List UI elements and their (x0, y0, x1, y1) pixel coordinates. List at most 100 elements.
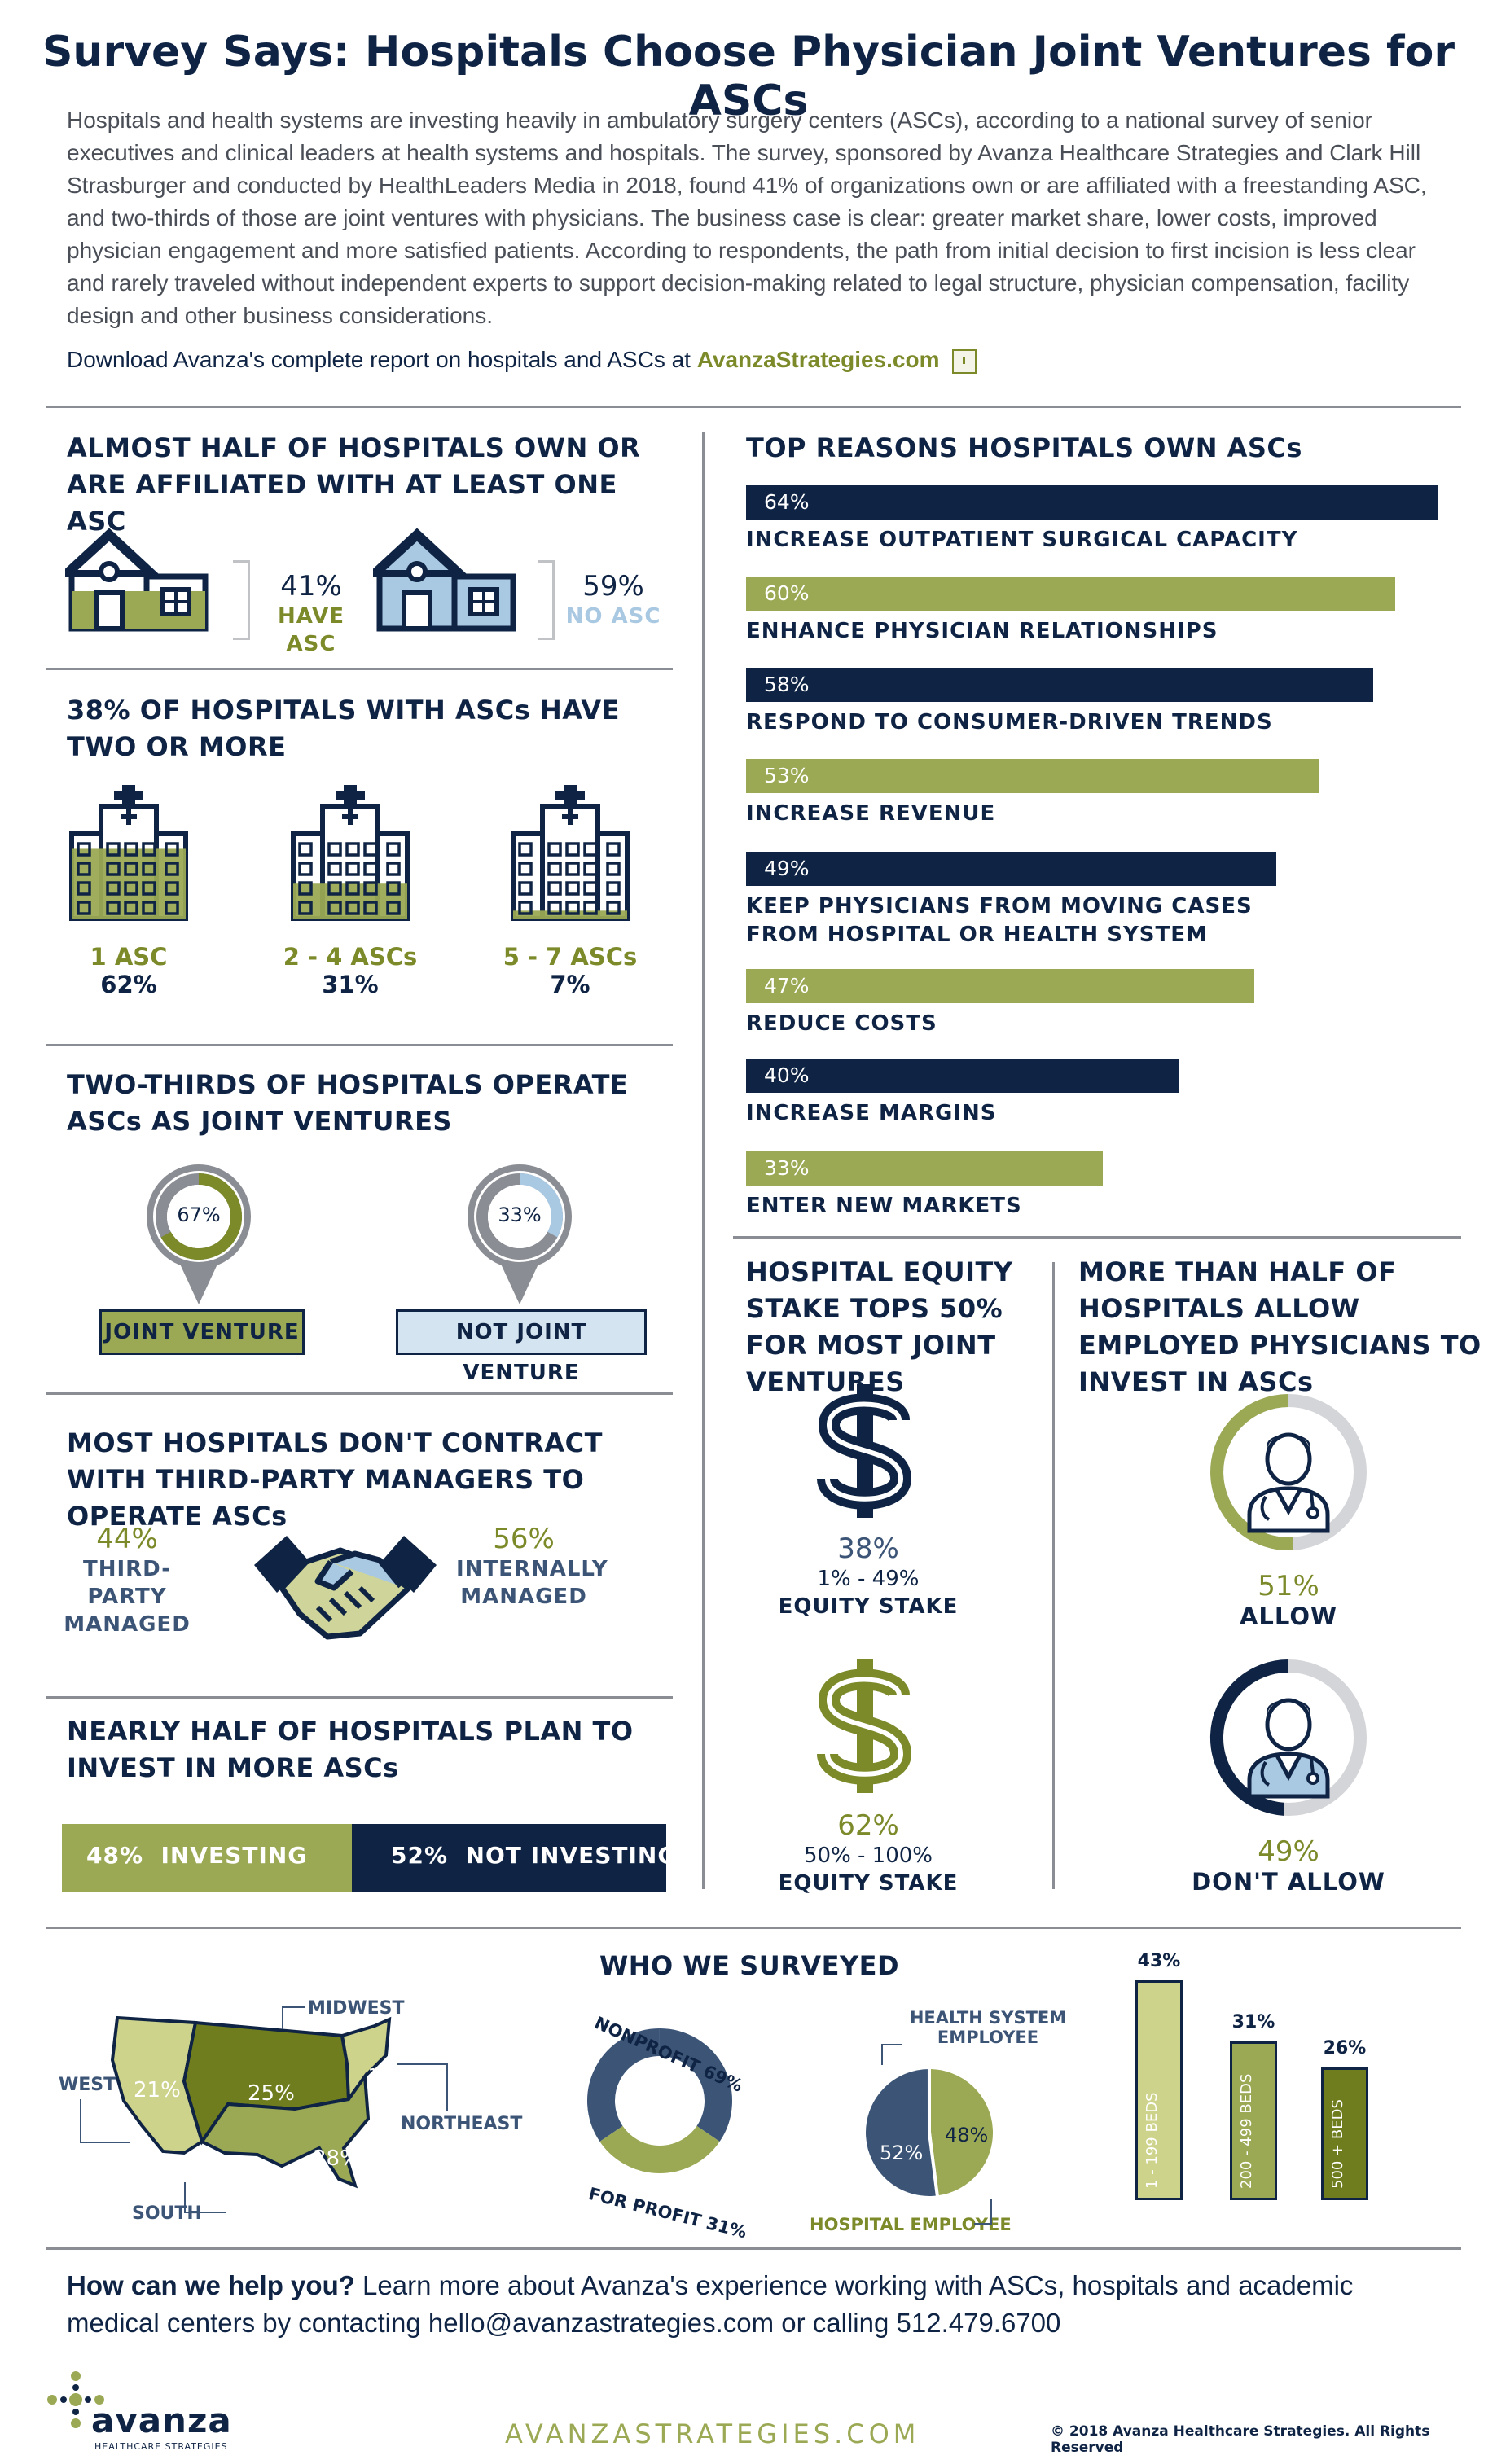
region-west-pct: 21% (134, 2078, 181, 2102)
beds-bar-value: 43% (1137, 1951, 1181, 1971)
dont-allow-doctor-chart (1209, 1659, 1367, 1816)
download-icon[interactable] (952, 349, 977, 374)
page-title: Survey Says: Hospitals Choose Physician … (42, 28, 1455, 125)
midwest-leader (282, 2006, 305, 2029)
invest-heading: NEARLY HALF OF HOSPITALS PLAN TO INVEST … (67, 1716, 634, 1783)
hse-leader (881, 2044, 902, 2065)
allow-stat: 51% ALLOW (1166, 1570, 1411, 1630)
divider-3 (46, 1392, 673, 1395)
equity-a-range: 1% - 49% (817, 1567, 920, 1591)
download-text: Download Avanza's complete report on hos… (67, 347, 697, 372)
reason-bar: 47% (746, 969, 1255, 1003)
jv-label-box: JOINT VENTURE (99, 1309, 305, 1355)
south-leader (184, 2182, 226, 2213)
asc-count-label: 2 - 4 ASCs (283, 943, 418, 971)
pin-value-arc (160, 1173, 242, 1260)
hse-label-2: EMPLOYEE (937, 2028, 1039, 2047)
download-link[interactable]: AvanzaStrategies.com (696, 347, 940, 372)
equity-a-stat: 38% 1% - 49% EQUITY STAKE (746, 1532, 990, 1620)
reason-label: INCREASE MARGINS (746, 1101, 997, 1125)
reason-bar-value: 53% (764, 764, 810, 787)
allow-ratio-arc (1209, 1659, 1289, 1816)
beds-bar-label: 500 + BEDS (1329, 2099, 1346, 2189)
reason-bar: 33% (746, 1151, 1104, 1186)
hospital-building-icon (511, 785, 630, 921)
reason-bar-value: 49% (764, 857, 810, 880)
site-link[interactable]: AVANZASTRATEGIES.COM (505, 2418, 920, 2449)
asc-count-pct: 62% (100, 971, 157, 998)
center-divider (702, 432, 705, 1889)
northeast-leader (397, 2063, 448, 2111)
reason-label: REDUCE COSTS (746, 1011, 937, 1036)
asc-count-stat: 2 - 4 ASCs 31% (254, 943, 446, 998)
managers-heading: MOST HOSPITALS DON'T CONTRACT WITH THIRD… (67, 1427, 603, 1532)
reason-bar: 49% (746, 852, 1276, 886)
pin-value-arc (519, 1173, 563, 1238)
reason-label: KEEP PHYSICIANS FROM MOVING CASES (746, 894, 1253, 919)
forprofit-arc (599, 2125, 720, 2173)
avanza-logo-text: avanza (91, 2400, 232, 2440)
reason-bar: 40% (746, 1059, 1179, 1093)
have-asc-label: HAVE ASC (278, 604, 345, 656)
asc-count-stat: 1 ASC 62% (33, 943, 225, 998)
not-jv-pin-value: 33% (498, 1204, 542, 1226)
hse-label: HEALTH SYSTEM EMPLOYEE (902, 2008, 1073, 2047)
multi-heading: 38% OF HOSPITALS WITH ASCs HAVE TWO OR M… (67, 695, 620, 762)
no-asc-label: NO ASC (565, 604, 661, 629)
third-party-stat: 44% THIRD-PARTY MANAGED (62, 1523, 192, 1638)
equity-b-label: EQUITY STAKE (778, 1871, 959, 1896)
region-midwest-label: MIDWEST (308, 1998, 405, 2019)
reason-bar: 53% (746, 759, 1319, 793)
third-party-label-2: MANAGED (64, 1612, 191, 1637)
he-slice (863, 2065, 940, 2199)
beds-bar (1321, 2067, 1368, 2200)
beds-bar-label: 1 - 199 BEDS (1144, 2092, 1161, 2189)
divider-right (733, 1236, 1461, 1239)
reason-bar: 60% (746, 577, 1395, 611)
equity-heading: HOSPITAL EQUITY STAKE TOPS 50% FOR MOST … (746, 1256, 1013, 1397)
not-jv-pin-chart (468, 1164, 572, 1304)
jv-heading: TWO-THIRDS OF HOSPITALS OPERATE ASCs AS … (67, 1069, 629, 1137)
allow-ratio-arc (1210, 1394, 1294, 1550)
divider-1 (46, 668, 673, 670)
beds-bar-label: 200 - 499 BEDS (1238, 2073, 1255, 2189)
dont-allow-pct: 49% (1258, 1835, 1319, 1868)
have-asc-bracket (233, 560, 250, 640)
beds-bar-value: 26% (1323, 2037, 1367, 2058)
he-pct: 52% (880, 2142, 924, 2164)
help-text: How can we help you? Learn more about Av… (67, 2267, 1451, 2342)
dont-allow-stat: 49% DON'T ALLOW (1166, 1835, 1411, 1896)
reason-bar-value: 64% (764, 490, 810, 514)
top-divider (46, 406, 1461, 408)
download-line: Download Avanza's complete report on hos… (67, 347, 977, 374)
he-label: HOSPITAL EMPLOYEE (810, 2215, 1012, 2234)
reason-label: INCREASE OUTPATIENT SURGICAL CAPACITY (746, 528, 1298, 552)
avanza-logo-icon (47, 2371, 104, 2428)
reason-bar-value: 40% (764, 1063, 810, 1087)
reason-label-line2: FROM HOSPITAL OR HEALTH SYSTEM (746, 923, 1208, 947)
equity-b-range: 50% - 100% (803, 1844, 933, 1868)
equity-b-stat: 62% 50% - 100% EQUITY STAKE (746, 1809, 990, 1897)
asc-count-label: 1 ASC (90, 943, 168, 971)
reason-label: ENHANCE PHYSICIAN RELATIONSHIPS (746, 619, 1218, 643)
region-south-label: SOUTH (132, 2203, 202, 2224)
divider-footer (46, 2247, 1461, 2250)
us-map (110, 2015, 392, 2189)
equity-a-pct: 38% (837, 1532, 899, 1565)
forprofit-label: FOR PROFIT 31% (586, 2184, 749, 2243)
reason-bar: 64% (746, 485, 1438, 520)
internal-label-2: MANAGED (460, 1585, 587, 1609)
copyright: © 2018 Avanza Healthcare Strategies. All… (1051, 2423, 1430, 2456)
hospital-building-icon (69, 785, 188, 921)
not-investing-segment (352, 1824, 666, 1892)
internal-stat: 56% INTERNALLY MANAGED (456, 1523, 608, 1611)
have-asc-pct: 41% (280, 570, 342, 603)
reason-bar-value: 58% (764, 673, 810, 696)
own-heading: ALMOST HALF OF HOSPITALS OWN OR ARE AFFI… (67, 432, 641, 537)
reason-bar-value: 33% (764, 1156, 810, 1180)
asc-count-pct: 7% (550, 971, 590, 998)
asc-count-pct: 31% (322, 971, 379, 998)
nonprofit-arc (587, 2028, 732, 2142)
investing-segment (62, 1824, 353, 1892)
beds-bar-value: 31% (1231, 2012, 1275, 2033)
